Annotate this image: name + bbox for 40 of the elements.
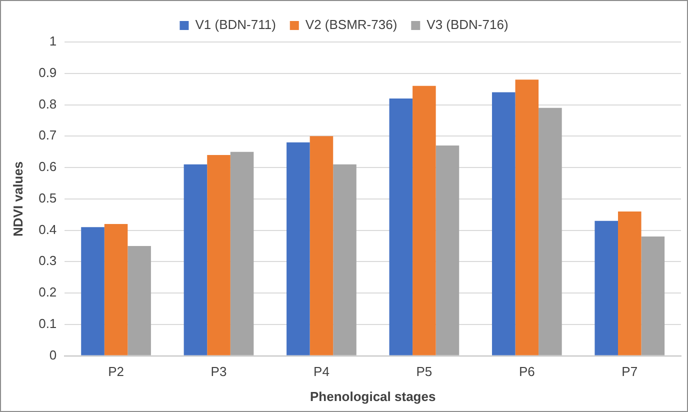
legend-label: V2 (BSMR-736) bbox=[305, 17, 398, 32]
x-tick-label: P4 bbox=[314, 364, 330, 380]
bar bbox=[128, 246, 151, 356]
x-axis-title: Phenological stages bbox=[310, 388, 436, 404]
y-tick-label: 0.4 bbox=[38, 222, 57, 237]
y-tick-label: 0.6 bbox=[38, 159, 57, 174]
bar bbox=[207, 154, 230, 356]
bar bbox=[389, 98, 413, 356]
y-tick-label: 0.5 bbox=[38, 190, 57, 206]
y-tick-label: 0.1 bbox=[38, 316, 57, 331]
bar bbox=[286, 142, 310, 356]
y-tick-label: 0.7 bbox=[38, 128, 57, 143]
y-tick-label: 1 bbox=[49, 34, 57, 49]
y-tick-label: 0.9 bbox=[38, 64, 57, 80]
bar bbox=[436, 146, 460, 356]
x-tick-label: P7 bbox=[622, 364, 638, 380]
bar bbox=[412, 86, 436, 356]
bar bbox=[230, 152, 254, 356]
y-axis-title: NDVI values bbox=[10, 161, 26, 236]
bar bbox=[618, 211, 642, 356]
bar bbox=[492, 92, 516, 356]
bar bbox=[104, 224, 128, 356]
bar bbox=[81, 227, 104, 356]
y-tick-label: 0.8 bbox=[38, 96, 57, 112]
bar bbox=[333, 164, 356, 356]
x-tick-label: P5 bbox=[416, 364, 432, 380]
bar bbox=[641, 236, 665, 356]
x-tick-label: P3 bbox=[210, 364, 227, 380]
bar bbox=[184, 164, 208, 356]
legend-label: V1 (BDN-711) bbox=[195, 17, 276, 32]
legend-label: V3 (BDN-716) bbox=[426, 17, 508, 32]
x-tick-label: P6 bbox=[518, 364, 535, 380]
bar bbox=[538, 108, 562, 356]
x-tick-label: P2 bbox=[108, 364, 124, 380]
bar bbox=[594, 220, 618, 356]
y-tick-label: 0.3 bbox=[38, 253, 57, 268]
y-tick-label: 0 bbox=[49, 347, 57, 362]
y-tick-label: 0.2 bbox=[38, 284, 57, 300]
bar bbox=[310, 136, 334, 356]
bar bbox=[515, 80, 539, 356]
